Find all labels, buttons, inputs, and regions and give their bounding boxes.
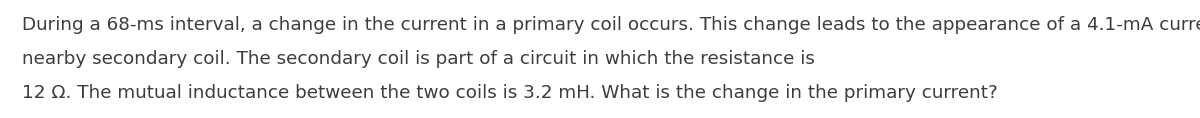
Text: During a 68-ms interval, a change in the current in a primary coil occurs. This : During a 68-ms interval, a change in the… (22, 16, 1200, 34)
Text: 12 Ω. The mutual inductance between the two coils is 3.2 mH. What is the change : 12 Ω. The mutual inductance between the … (22, 84, 997, 102)
Text: nearby secondary coil. The secondary coil is part of a circuit in which the resi: nearby secondary coil. The secondary coi… (22, 50, 815, 68)
